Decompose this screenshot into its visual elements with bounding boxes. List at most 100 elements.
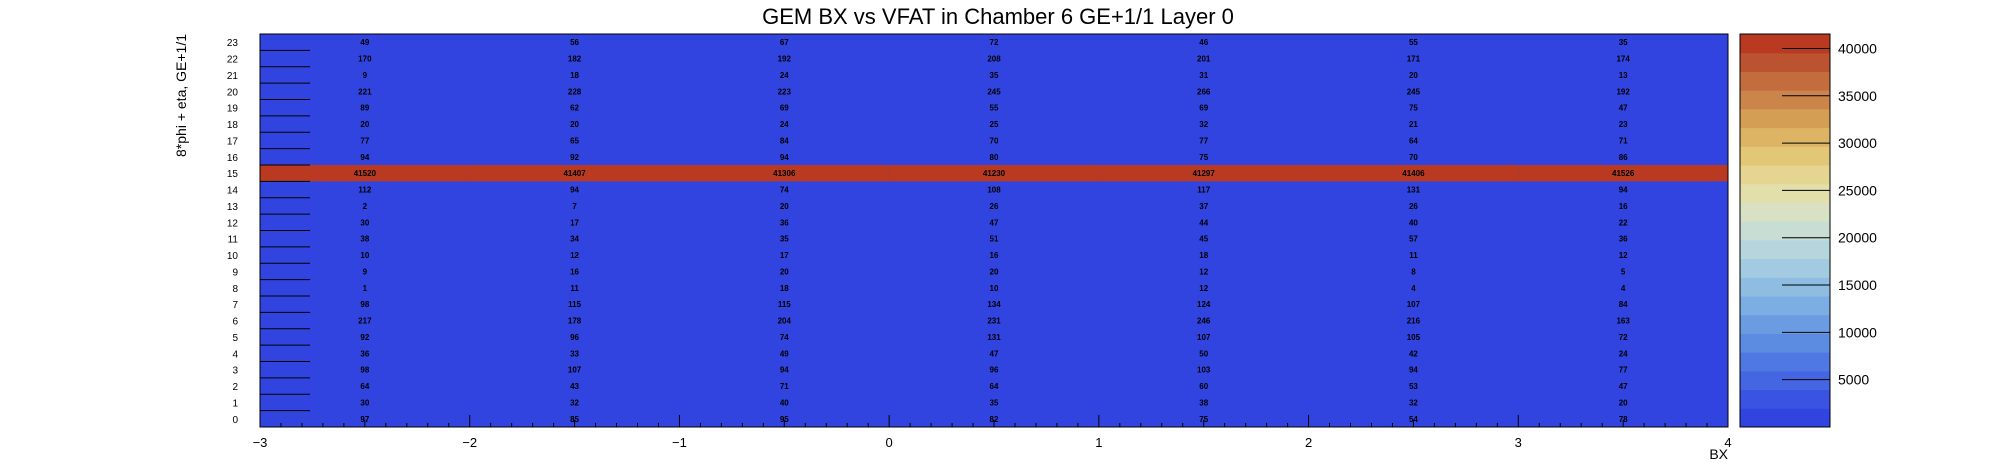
- cell-value-label: 82: [990, 415, 999, 424]
- color-scale-step: [1740, 146, 1830, 166]
- heatmap-cell: [889, 345, 1099, 362]
- cell-value-label: 20: [780, 202, 789, 211]
- heatmap-cell: [679, 50, 890, 67]
- cell-value-label: 117: [1197, 186, 1210, 195]
- cell-value-label: 221: [358, 87, 372, 96]
- cell-value-label: 45: [1199, 235, 1208, 244]
- color-scale-label: 10000: [1838, 324, 1877, 340]
- cell-value-label: 71: [780, 382, 789, 391]
- cell-value-label: 89: [360, 104, 369, 113]
- cell-value-label: 41520: [354, 169, 377, 178]
- y-tick-label: 13: [227, 202, 239, 213]
- heatmap-cell: [1308, 132, 1519, 149]
- heatmap-cell: [1518, 410, 1728, 427]
- cell-value-label: 42: [1409, 349, 1418, 358]
- heatmap-cell: [260, 132, 470, 149]
- cell-value-label: 20: [570, 120, 579, 129]
- cell-value-label: 56: [570, 38, 579, 47]
- cell-value-label: 41230: [983, 169, 1006, 178]
- cell-value-label: 22: [1619, 218, 1628, 227]
- heatmap-cell: [1098, 361, 1309, 378]
- cell-value-label: 26: [1409, 202, 1418, 211]
- heatmap-cell: [1098, 83, 1309, 100]
- heatmap-cell: [889, 181, 1099, 198]
- cell-value-label: 69: [780, 104, 789, 113]
- cell-value-label: 174: [1616, 55, 1630, 64]
- cell-value-label: 86: [1619, 153, 1628, 162]
- heatmap-cell: [889, 312, 1099, 329]
- cell-value-label: 75: [1199, 415, 1208, 424]
- cell-value-label: 115: [778, 300, 791, 309]
- heatmap-cell: [1518, 312, 1728, 329]
- heatmap-cell: [469, 410, 680, 427]
- cell-value-label: 33: [570, 349, 579, 358]
- heatmap-cell: [679, 197, 890, 215]
- heatmap-cell: [260, 296, 470, 313]
- cell-value-label: 47: [1619, 104, 1628, 113]
- color-scale-step: [1740, 314, 1830, 334]
- heatmap-cell: [889, 83, 1099, 100]
- cell-value-label: 13: [1619, 71, 1628, 80]
- heatmap-cell: [679, 377, 890, 395]
- cell-value-label: 36: [780, 218, 789, 227]
- heatmap-cell: [1518, 132, 1728, 149]
- cell-value-label: 245: [987, 87, 1001, 96]
- cell-value-label: 98: [360, 366, 369, 375]
- heatmap-cell: [1308, 165, 1519, 182]
- heatmap-cell: [1308, 181, 1519, 198]
- cell-value-label: 17: [570, 218, 579, 227]
- heatmap-cell: [469, 115, 680, 133]
- heatmap-cell: [679, 361, 890, 378]
- cell-value-label: 10: [990, 284, 999, 293]
- heatmap-cell: [1308, 394, 1519, 411]
- cell-value-label: 75: [1199, 153, 1208, 162]
- y-tick-label: 4: [232, 349, 238, 360]
- y-tick-label: 0: [232, 415, 238, 426]
- heatmap-cell: [889, 197, 1099, 215]
- x-tick-label: −2: [462, 435, 477, 450]
- heatmap-cell: [1518, 263, 1728, 280]
- color-scale-step: [1740, 258, 1830, 278]
- cell-value-label: 217: [358, 317, 372, 326]
- cell-value-label: 4: [1411, 284, 1416, 293]
- heatmap-cell: [260, 377, 470, 395]
- cell-value-label: 32: [1409, 398, 1418, 407]
- heatmap-cell: [1308, 361, 1519, 378]
- cell-value-label: 84: [1619, 300, 1628, 309]
- color-scale-step: [1740, 408, 1830, 428]
- heatmap-cell: [889, 279, 1099, 296]
- cell-value-label: 77: [1619, 366, 1628, 375]
- heatmap-cell: [679, 214, 890, 231]
- cell-value-label: 23: [1619, 120, 1628, 129]
- heatmap-cell: [260, 214, 470, 231]
- cell-value-label: 18: [1199, 251, 1208, 260]
- y-tick-label: 7: [232, 300, 238, 311]
- heatmap-cell: [889, 246, 1099, 264]
- heatmap-cell: [679, 165, 890, 182]
- cell-value-label: 18: [570, 71, 579, 80]
- x-tick-label: 4: [1724, 435, 1731, 450]
- heatmap-cell: [679, 148, 890, 165]
- cell-value-label: 24: [1619, 349, 1628, 358]
- cell-value-label: 11: [1409, 251, 1418, 260]
- heatmap-cell: [1518, 279, 1728, 296]
- heatmap-cell: [679, 66, 890, 84]
- cell-value-label: 96: [570, 333, 579, 342]
- heatmap-cell: [260, 263, 470, 280]
- heatmap-cell: [1308, 50, 1519, 67]
- heatmap-cell: [1518, 66, 1728, 84]
- cell-value-label: 32: [570, 398, 579, 407]
- heatmap-cell: [1098, 296, 1309, 313]
- color-scale-step: [1740, 333, 1830, 353]
- cell-value-label: 47: [990, 349, 999, 358]
- cell-value-label: 30: [360, 398, 369, 407]
- color-scale-step: [1740, 90, 1830, 110]
- color-scale-bar: 5000 10000 15000 20000 25000 30000 35000 40000: [1739, 33, 1877, 428]
- heatmap-cell: [889, 296, 1099, 313]
- heatmap-cell: [1518, 246, 1728, 264]
- heatmap-cell: [889, 410, 1099, 427]
- heatmap-cell: [1308, 230, 1519, 247]
- heatmap-cell: [679, 296, 890, 313]
- cell-value-label: 71: [1619, 136, 1628, 145]
